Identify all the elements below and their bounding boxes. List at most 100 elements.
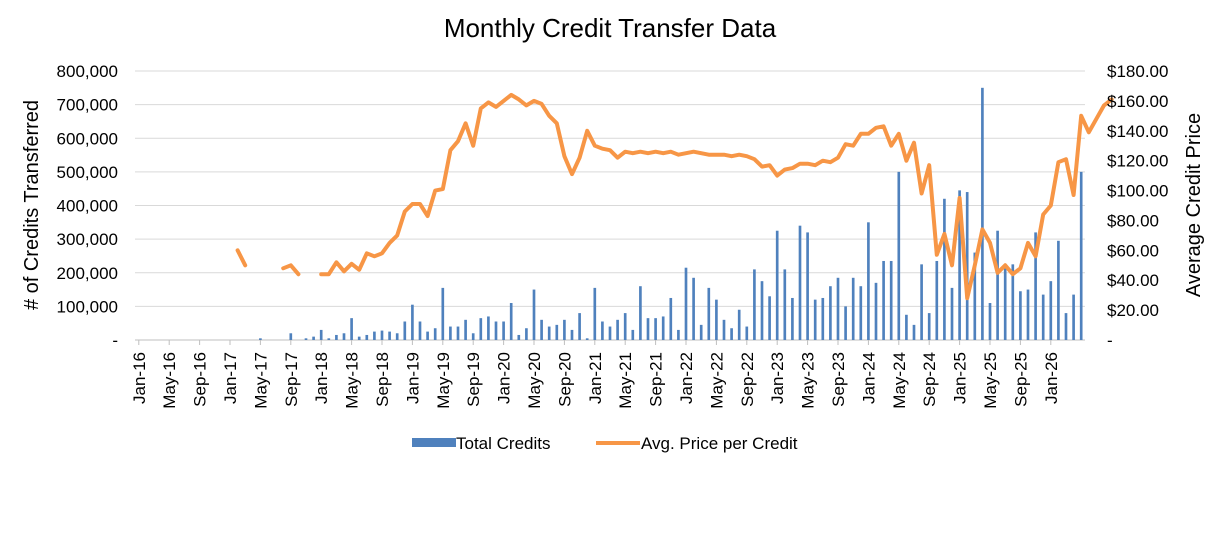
bar [388, 331, 391, 340]
x-tick-label: May-22 [707, 352, 726, 409]
x-tick-label: May-25 [981, 352, 1000, 409]
x-tick-label: Jan-24 [859, 352, 878, 404]
x-tick-label: Sep-20 [555, 352, 574, 407]
bar [433, 328, 437, 340]
bar [988, 303, 992, 340]
bar [1003, 266, 1007, 340]
x-tick-label: Sep-19 [464, 352, 483, 407]
x-tick-label: Sep-18 [373, 352, 392, 407]
bar [1026, 289, 1030, 340]
legend-swatch-total-credits [412, 438, 456, 447]
right-tick-label: $160.00 [1107, 92, 1168, 111]
bar [449, 326, 452, 340]
bar [715, 299, 718, 340]
bar-series-total-credits [259, 87, 1083, 340]
bar [532, 289, 536, 340]
bar [1072, 294, 1075, 340]
x-tick-label: May-23 [799, 352, 818, 409]
bar [585, 338, 589, 340]
bar [335, 334, 338, 340]
bar [943, 198, 946, 340]
bar [403, 321, 407, 340]
x-tick-label: Jan-16 [130, 352, 149, 404]
bar [905, 314, 908, 340]
left-tick-label: 500,000 [57, 163, 118, 182]
price-line-segment [319, 92, 1114, 301]
right-tick-label: $80.00 [1107, 211, 1159, 230]
bar [547, 326, 551, 340]
bar [616, 319, 619, 340]
bar [745, 326, 749, 340]
x-tick-label: Sep-17 [282, 352, 301, 407]
bar [319, 329, 323, 340]
bar [882, 260, 885, 340]
left-tick-label: 100,000 [57, 297, 118, 316]
x-axis-tick-labels: Jan-16 May-16 Sep-16 Jan-17 May-17 Sep-17 Jan-… [130, 340, 1061, 409]
bar [813, 299, 817, 340]
bar [395, 333, 399, 340]
bar [791, 297, 794, 340]
x-tick-label: Sep-24 [920, 352, 939, 407]
bar [471, 333, 475, 340]
bar [608, 326, 612, 340]
left-tick-label: 600,000 [57, 129, 118, 148]
bar [289, 333, 293, 340]
bar [730, 328, 733, 340]
bar [525, 328, 528, 340]
price-line-segment [281, 263, 301, 277]
bar [327, 338, 331, 340]
bar [373, 331, 376, 340]
left-tick-label: 400,000 [57, 197, 118, 216]
bar [692, 277, 695, 340]
bar [737, 309, 741, 340]
bar [912, 324, 916, 340]
bar [380, 330, 384, 340]
bar [798, 225, 802, 340]
bar [441, 287, 445, 340]
right-tick-label: $180.00 [1107, 62, 1168, 81]
bar [889, 260, 893, 340]
bar [760, 281, 764, 340]
bar [540, 319, 543, 340]
right-tick-label: $100.00 [1107, 182, 1168, 201]
x-tick-label: May-18 [343, 352, 362, 409]
bar [479, 318, 483, 340]
x-tick-label: Jan-22 [677, 352, 696, 404]
x-tick-label: Jan-20 [495, 352, 514, 404]
bar [1011, 264, 1015, 340]
x-tick-label: Jan-18 [312, 352, 331, 404]
bar [844, 306, 847, 340]
bar [639, 286, 642, 340]
x-tick-label: Sep-23 [829, 352, 848, 407]
bar [707, 287, 711, 340]
bar [418, 321, 422, 340]
right-tick-label: $40.00 [1107, 271, 1159, 290]
right-tick-label: $140.00 [1107, 122, 1168, 141]
bar [487, 316, 490, 340]
bar [509, 303, 513, 340]
bar [517, 334, 521, 340]
right-tick-label: $120.00 [1107, 152, 1168, 171]
bar [1079, 171, 1083, 340]
bar [654, 318, 657, 340]
bar [783, 269, 787, 340]
bar [821, 297, 825, 340]
price-line-segment [235, 248, 248, 268]
x-tick-label: Jan-21 [586, 352, 605, 404]
bar [699, 324, 703, 340]
bar [958, 190, 961, 340]
bar [897, 171, 901, 340]
bar [836, 277, 840, 340]
bar [350, 318, 353, 340]
x-tick-label: Sep-16 [191, 352, 210, 407]
bar [722, 319, 726, 340]
bar [996, 230, 999, 340]
bar [1019, 291, 1022, 340]
x-tick-label: May-19 [434, 352, 453, 409]
bar [981, 87, 984, 340]
right-tick-label: $20.00 [1107, 301, 1159, 320]
bar [768, 296, 771, 340]
x-tick-label: Sep-21 [647, 352, 666, 407]
bar [775, 230, 779, 340]
x-tick-label: Sep-25 [1011, 352, 1030, 407]
